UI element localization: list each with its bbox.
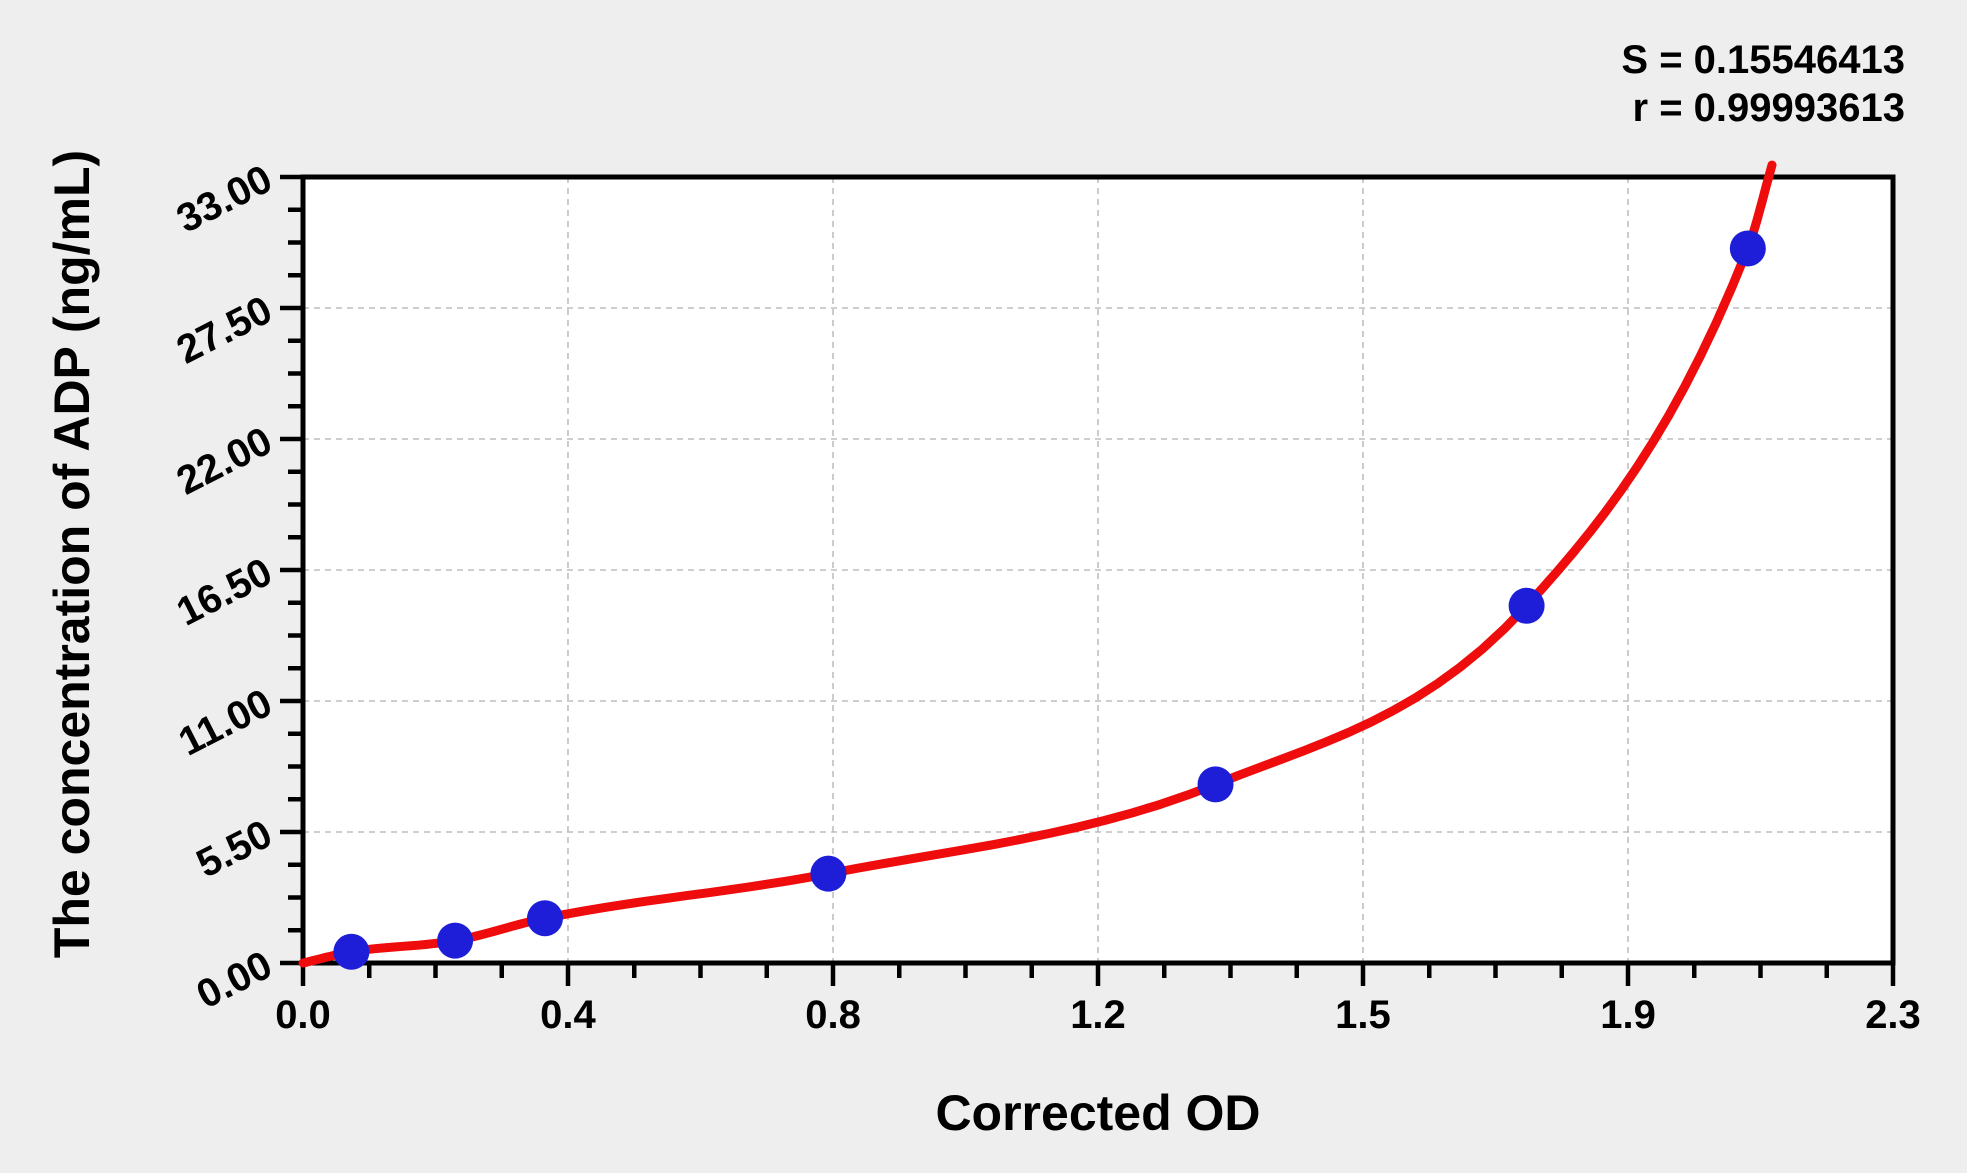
x-tick-label: 1.5 xyxy=(1335,993,1391,1037)
r-value: r = 0.99993613 xyxy=(1632,86,1905,130)
data-point xyxy=(1197,766,1234,803)
x-tick-label: 1.9 xyxy=(1600,993,1656,1037)
y-tick-label: 16.50 xyxy=(170,550,279,635)
data-point xyxy=(333,933,370,970)
y-tick-label: 11.00 xyxy=(172,681,279,765)
data-point xyxy=(526,900,563,937)
data-point xyxy=(1508,587,1545,624)
plot-border xyxy=(300,174,1896,966)
fit-statistics: S = 0.15546413 r = 0.99993613 xyxy=(1621,36,1905,132)
y-tick-label: 0.00 xyxy=(190,943,279,1018)
x-tick-label: 0.4 xyxy=(540,993,596,1037)
x-tick-label: 0.8 xyxy=(805,993,861,1037)
x-tick-label: 1.2 xyxy=(1070,993,1126,1037)
y-tick-label: 27.50 xyxy=(170,288,279,373)
x-tick-label: 2.3 xyxy=(1865,993,1921,1037)
data-point xyxy=(810,855,847,892)
y-tick-label: 22.00 xyxy=(170,419,279,504)
y-tick-label: 33.00 xyxy=(170,157,279,242)
data-point xyxy=(437,922,474,959)
x-tick-label: 0.0 xyxy=(275,993,331,1037)
s-value: S = 0.15546413 xyxy=(1621,38,1905,82)
x-axis-title: Corrected OD xyxy=(935,1085,1261,1141)
y-tick-label: 5.50 xyxy=(190,812,279,887)
data-point xyxy=(1729,230,1766,267)
y-axis-title: The concentration of ADP (ng/mL) xyxy=(44,149,100,959)
